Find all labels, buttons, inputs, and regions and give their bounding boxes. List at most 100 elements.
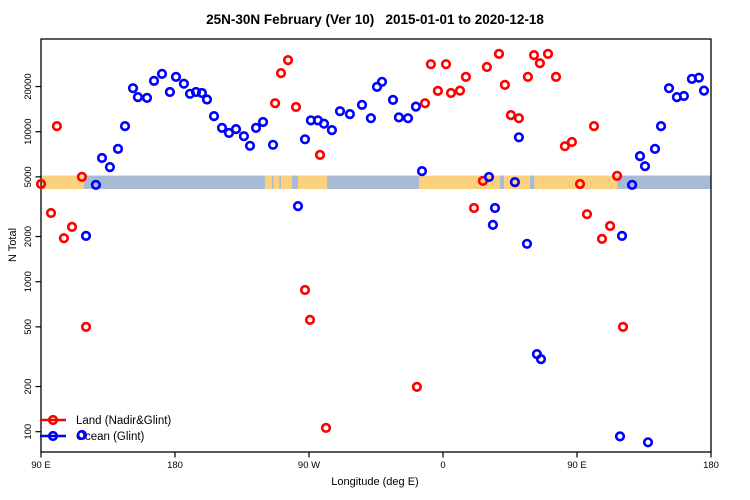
data-point-ocean — [127, 83, 139, 94]
data-point-ocean — [513, 132, 525, 143]
data-point-ocean — [326, 125, 338, 136]
data-point-ocean — [376, 76, 388, 87]
data-point-land — [513, 113, 525, 124]
data-point-land — [275, 67, 287, 79]
data-point-land — [320, 422, 332, 434]
data-point-land — [559, 141, 571, 152]
data-point-land — [574, 178, 586, 190]
data-point-land — [493, 48, 505, 60]
legend-marker-ocean — [47, 430, 59, 442]
data-point-ocean — [634, 151, 646, 162]
x-tick-label: 90 E — [31, 460, 51, 471]
data-point-land — [45, 207, 57, 219]
data-point-ocean — [639, 161, 651, 172]
data-point-ocean — [483, 171, 495, 183]
y-tick-label: 200 — [23, 379, 34, 395]
data-point-ocean — [371, 81, 383, 92]
legend-marker-land — [47, 414, 59, 426]
data-point-land — [282, 54, 294, 66]
data-point-ocean — [267, 139, 279, 150]
data-point-land — [596, 233, 608, 244]
band-segment-ocean — [84, 175, 265, 189]
data-point-ocean — [487, 219, 499, 230]
data-point-land — [505, 109, 517, 121]
data-point-ocean — [616, 230, 628, 241]
band-segment-land — [41, 175, 85, 189]
data-point-ocean — [164, 86, 175, 98]
data-point-ocean — [642, 437, 654, 448]
data-point-land — [550, 71, 562, 82]
data-point-land — [290, 101, 302, 113]
data-point-ocean — [365, 113, 377, 124]
data-point-ocean — [196, 87, 207, 99]
data-point-ocean — [132, 91, 143, 103]
data-point-land — [566, 136, 578, 148]
legend-label-land: Land (Nadir&Glint) — [76, 415, 171, 427]
y-tick-label: 10000 — [23, 118, 34, 144]
data-point-land — [481, 61, 493, 73]
data-point-ocean — [104, 162, 115, 173]
data-point-ocean — [678, 90, 690, 102]
y-axis-label: N Total — [7, 227, 19, 263]
data-point-land — [425, 59, 437, 70]
plot-border — [40, 38, 712, 453]
y-tick-label: 20000 — [23, 73, 34, 99]
data-point-land — [270, 98, 281, 109]
data-point-ocean — [299, 134, 311, 145]
data-point-land — [419, 98, 431, 109]
data-point-ocean — [416, 166, 428, 177]
data-point-land — [534, 58, 546, 69]
data-point-ocean — [119, 120, 131, 132]
x-tick-label: 180 — [167, 460, 183, 471]
data-point-ocean — [76, 429, 87, 441]
data-point-land — [76, 171, 87, 182]
series-ocean — [76, 68, 710, 448]
data-point-land — [445, 87, 457, 99]
data-point-land — [432, 85, 444, 96]
data-point-ocean — [626, 179, 638, 190]
data-point-ocean — [693, 72, 705, 83]
band-segment-land — [504, 175, 530, 189]
data-point-ocean — [170, 71, 182, 82]
data-point-land — [314, 149, 326, 160]
data-point-land — [604, 220, 616, 232]
y-tick-label: 1000 — [23, 271, 34, 292]
data-point-ocean — [190, 86, 202, 98]
data-point-ocean — [112, 143, 124, 154]
data-point-land — [35, 178, 47, 190]
legend-label-ocean: Ocean (Glint) — [76, 431, 145, 443]
data-point-ocean — [250, 122, 262, 133]
data-point-ocean — [230, 124, 242, 135]
band-segment-ocean — [529, 175, 535, 189]
data-point-ocean — [318, 118, 330, 129]
band-segment-land — [419, 175, 501, 189]
data-point-ocean — [402, 113, 414, 124]
data-point-ocean — [90, 179, 101, 190]
data-point-ocean — [344, 108, 356, 120]
data-point-land — [58, 233, 70, 244]
data-point-land — [51, 120, 63, 132]
band-segment-ocean — [500, 175, 505, 189]
band-segment-ocean — [327, 175, 420, 189]
data-point-land — [80, 321, 92, 333]
x-axis-label: Longitude (deg E) — [331, 476, 419, 488]
data-point-land — [528, 49, 540, 61]
data-point-ocean — [178, 78, 189, 89]
y-tick-label: 100 — [23, 424, 34, 440]
data-point-ocean — [698, 85, 710, 96]
band-segment-ocean — [292, 175, 298, 189]
data-point-land — [468, 202, 480, 214]
x-tick-label: 0 — [440, 460, 445, 471]
data-point-ocean — [80, 230, 92, 241]
data-point-land — [542, 48, 554, 60]
data-point-land — [611, 170, 623, 181]
data-point-land — [499, 79, 511, 90]
data-point-ocean — [334, 106, 346, 117]
band-segment-land — [264, 175, 272, 189]
data-point-ocean — [257, 116, 269, 128]
data-point-ocean — [649, 143, 661, 154]
chart-title: 25N-30N February (Ver 10) 2015-01-01 to … — [206, 12, 544, 27]
data-point-ocean — [141, 92, 153, 103]
